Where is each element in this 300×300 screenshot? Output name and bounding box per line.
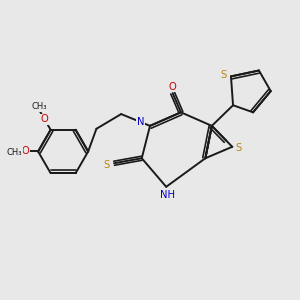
Text: O: O [22,146,30,157]
Text: S: S [236,143,242,153]
Text: CH₃: CH₃ [32,102,47,111]
Text: CH₃: CH₃ [7,148,22,158]
Text: O: O [169,82,176,92]
Text: S: S [103,160,110,170]
Text: NH: NH [160,190,175,200]
Text: N: N [137,117,144,127]
Text: S: S [220,70,227,80]
Text: O: O [40,114,48,124]
